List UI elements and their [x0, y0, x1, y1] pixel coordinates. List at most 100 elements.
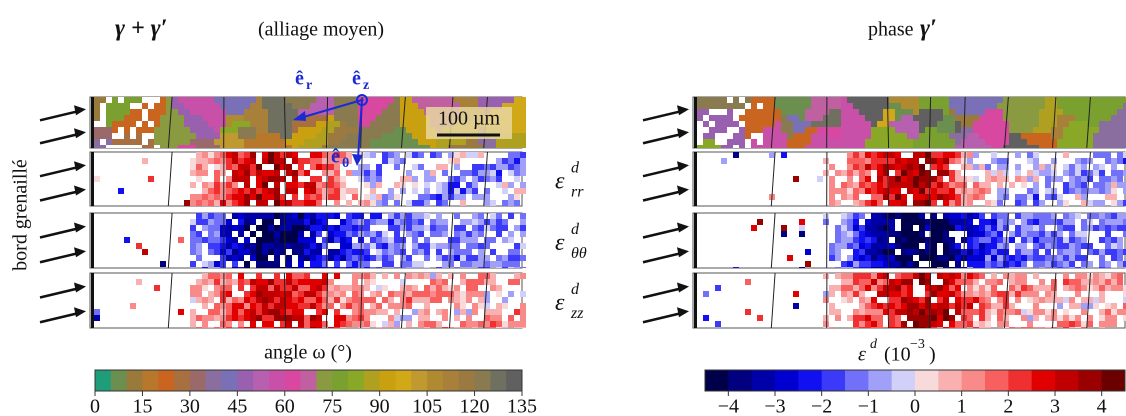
map-pixel: [703, 133, 709, 139]
map-pixel: [949, 109, 955, 115]
map-pixel: [520, 109, 526, 115]
map-pixel: [322, 237, 328, 243]
map-pixel: [1069, 231, 1075, 237]
map-pixel: [274, 231, 280, 237]
map-pixel: [322, 133, 328, 139]
map-pixel: [442, 164, 448, 170]
map-pixel: [805, 109, 811, 115]
map-pixel: [370, 121, 376, 127]
map-pixel: [304, 219, 310, 225]
map-pixel: [919, 303, 925, 309]
map-pixel: [466, 170, 472, 176]
edge: [694, 213, 697, 268]
map-pixel: [1093, 297, 1099, 303]
map-pixel: [274, 103, 280, 109]
map-pixel: [793, 103, 799, 109]
map-pixel: [328, 133, 334, 139]
map-pixel: [925, 237, 931, 243]
map-pixel: [973, 225, 979, 231]
map-pixel: [949, 152, 955, 158]
map-pixel: [847, 109, 853, 115]
map-pixel: [124, 97, 130, 103]
map-pixel: [1015, 145, 1021, 148]
axis-head: [293, 111, 306, 121]
map-pixel: [907, 145, 913, 148]
map-pixel: [196, 127, 202, 133]
map-pixel: [997, 321, 1003, 327]
map-pixel: [352, 194, 358, 200]
map-pixel: [1021, 145, 1027, 148]
map-pixel: [1015, 309, 1021, 315]
axis-arrow: [357, 99, 363, 159]
map-pixel: [190, 170, 196, 176]
map-pixel: [406, 127, 412, 133]
map-pixel: [226, 109, 232, 115]
map-pixel: [334, 213, 340, 219]
map-pixel: [436, 243, 442, 249]
map-pixel: [382, 152, 388, 158]
map-pixel: [472, 321, 478, 327]
map-pixel: [1045, 327, 1051, 328]
colorbar-cell: [284, 370, 302, 391]
map-pixel: [877, 327, 883, 328]
map-pixel: [238, 200, 244, 206]
map-pixel: [907, 267, 913, 268]
map-pixel: [943, 231, 949, 237]
map-pixel: [514, 279, 520, 285]
map-pixel: [376, 285, 382, 291]
map-pixel: [256, 291, 262, 297]
map-pixel: [1069, 279, 1075, 285]
map-pixel: [841, 103, 847, 109]
map-pixel: [268, 145, 274, 148]
map-pixel: [931, 315, 937, 321]
map-pixel: [178, 97, 184, 103]
map-pixel: [112, 145, 118, 148]
map-pixel: [883, 152, 889, 158]
map-pixel: [979, 237, 985, 243]
map-pixel: [298, 279, 304, 285]
map-pixel: [220, 237, 226, 243]
map-pixel: [889, 164, 895, 170]
map-pixel: [220, 279, 226, 285]
map-pixel: [895, 261, 901, 267]
map-pixel: [340, 321, 346, 327]
map-pixel: [949, 200, 955, 206]
map-pixel: [1051, 315, 1057, 321]
map-pixel: [292, 249, 298, 255]
map-pixel: [1003, 115, 1009, 121]
map-pixel: [262, 115, 268, 121]
map-pixel: [871, 243, 877, 249]
map-pixel: [412, 237, 418, 243]
map-pixel: [238, 115, 244, 121]
map-pixel: [412, 176, 418, 182]
map-pixel: [895, 194, 901, 200]
map-pixel: [973, 176, 979, 182]
map-pixel: [460, 170, 466, 176]
map-pixel: [430, 321, 436, 327]
map-pixel: [124, 139, 130, 145]
map-pixel: [757, 219, 763, 225]
map-pixel: [901, 139, 907, 145]
map-pixel: [1039, 139, 1045, 145]
map-pixel: [1123, 225, 1126, 231]
map-pixel: [376, 309, 382, 315]
map-pixel: [931, 249, 937, 255]
map-pixel: [1117, 249, 1123, 255]
axis-label: ê: [331, 146, 340, 168]
map-pixel: [472, 231, 478, 237]
map-pixel: [1075, 315, 1081, 321]
map-pixel: [256, 249, 262, 255]
map-pixel: [274, 267, 280, 268]
map-pixel: [436, 291, 442, 297]
map-pixel: [931, 213, 937, 219]
map-pixel: [925, 182, 931, 188]
map-pixel: [1069, 213, 1075, 219]
map-pixel: [460, 194, 466, 200]
map-pixel: [520, 225, 526, 231]
map-pixel: [262, 139, 268, 145]
map-pixel: [286, 103, 292, 109]
map-pixel: [847, 133, 853, 139]
map-pixel: [943, 182, 949, 188]
map-pixel: [106, 139, 112, 145]
map-pixel: [250, 133, 256, 139]
